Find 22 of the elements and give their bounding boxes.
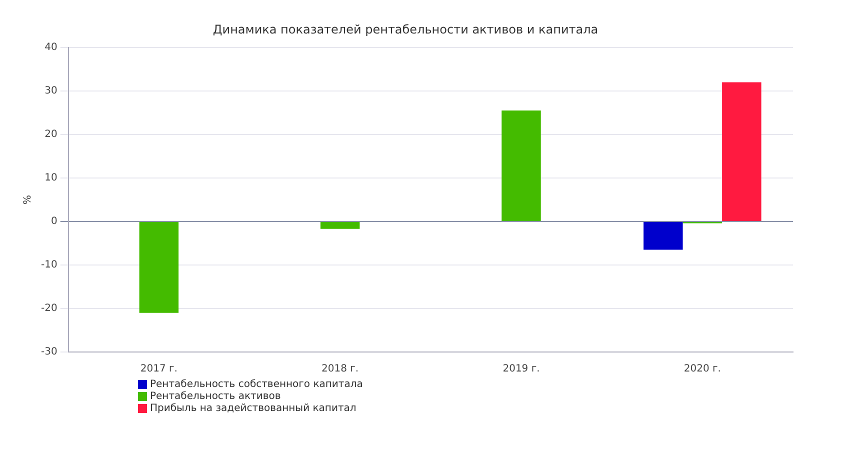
chart-title: Динамика показателей рентабельности активов и капитала [212,22,598,36]
y-tick-label: -30 [40,346,58,358]
bar [320,222,360,229]
x-tick-label: 2017 г. [140,364,178,375]
bar [139,222,179,313]
y-tick-label: 10 [44,172,58,184]
legend-label: Рентабельность активов [150,390,281,402]
legend-label: Рентабельность собственного капитала [150,378,363,390]
y-tick-label: -20 [40,303,58,314]
bar [722,82,762,221]
y-tick-label: 20 [44,129,58,140]
y-tick-label: 0 [50,216,58,228]
bar [644,222,683,250]
x-tick-label: 2020 г. [684,364,721,375]
x-tick-label: 2018 г. [322,364,359,375]
legend-label: Прибыль на задействованный капитал [150,402,356,414]
y-tick-label: -10 [40,260,58,271]
bar [502,110,541,221]
y-tick-label: 40 [44,42,58,53]
x-tick-label: 2019 г. [502,364,540,375]
y-axis-title: % [22,194,34,204]
y-tick-label: 30 [44,86,58,97]
